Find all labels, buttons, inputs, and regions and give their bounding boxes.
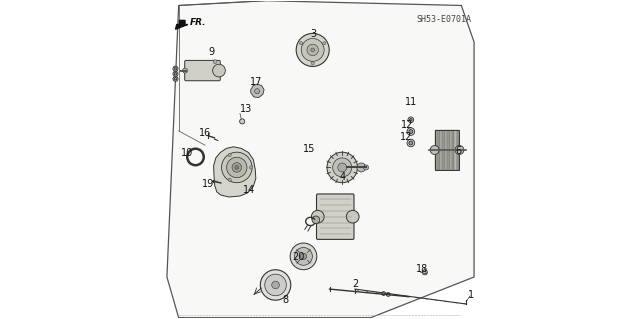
Circle shape [296, 33, 329, 66]
Text: 14: 14 [243, 185, 255, 195]
Circle shape [312, 216, 320, 224]
Circle shape [346, 210, 359, 223]
Text: SH53-E0701A: SH53-E0701A [417, 15, 472, 24]
Circle shape [255, 89, 260, 94]
Bar [435, 130, 437, 170]
Text: 16: 16 [199, 129, 211, 138]
Text: 19: 19 [202, 179, 214, 189]
Circle shape [311, 48, 315, 52]
Circle shape [174, 67, 177, 70]
Circle shape [455, 145, 464, 154]
Circle shape [174, 78, 177, 80]
Text: 11: 11 [405, 97, 417, 107]
Bar [454, 130, 457, 170]
Bar [435, 130, 460, 170]
Bar [452, 130, 454, 170]
Circle shape [272, 281, 279, 289]
FancyBboxPatch shape [317, 194, 354, 239]
Circle shape [221, 152, 252, 183]
Text: 6: 6 [455, 145, 461, 156]
Text: 18: 18 [415, 264, 428, 274]
Bar [440, 130, 442, 170]
Polygon shape [251, 84, 264, 98]
Bar [437, 130, 440, 170]
Circle shape [213, 60, 217, 63]
Text: 8: 8 [282, 295, 288, 305]
Circle shape [333, 158, 352, 177]
Text: 2: 2 [353, 279, 358, 289]
Circle shape [300, 42, 303, 45]
Circle shape [323, 42, 326, 45]
Circle shape [430, 145, 439, 154]
Circle shape [407, 128, 415, 135]
Text: 4: 4 [339, 172, 346, 182]
Circle shape [407, 139, 415, 147]
Circle shape [173, 66, 178, 71]
Bar [457, 130, 460, 170]
Circle shape [410, 119, 412, 121]
Polygon shape [167, 1, 474, 318]
Bar [447, 130, 449, 170]
Circle shape [312, 210, 324, 223]
Circle shape [173, 71, 178, 76]
Text: 12: 12 [399, 132, 412, 142]
Text: 15: 15 [303, 144, 315, 154]
Bar [449, 130, 452, 170]
Circle shape [338, 163, 347, 172]
Circle shape [300, 253, 307, 260]
Polygon shape [214, 147, 256, 197]
Bar [442, 130, 445, 170]
Circle shape [182, 68, 188, 73]
Polygon shape [175, 20, 188, 29]
Circle shape [301, 39, 324, 61]
Text: 17: 17 [250, 77, 262, 87]
Circle shape [235, 166, 239, 169]
Circle shape [228, 153, 231, 157]
Circle shape [422, 270, 428, 275]
Circle shape [290, 243, 317, 270]
Circle shape [265, 274, 286, 296]
Circle shape [250, 166, 253, 169]
Text: 12: 12 [401, 120, 413, 130]
Circle shape [232, 163, 241, 172]
Circle shape [212, 64, 225, 77]
Text: 10: 10 [181, 148, 193, 158]
Text: 9: 9 [208, 47, 214, 56]
Circle shape [227, 157, 247, 178]
Circle shape [239, 119, 244, 124]
FancyBboxPatch shape [185, 60, 220, 81]
Circle shape [387, 293, 390, 296]
Circle shape [381, 292, 385, 295]
Circle shape [327, 152, 358, 183]
Circle shape [307, 44, 319, 56]
Circle shape [364, 165, 369, 170]
Circle shape [174, 72, 177, 75]
Text: 1: 1 [468, 290, 474, 300]
Circle shape [260, 270, 291, 300]
Circle shape [409, 130, 413, 133]
Circle shape [173, 76, 178, 81]
Circle shape [228, 178, 231, 182]
Circle shape [357, 163, 365, 172]
Circle shape [409, 141, 413, 145]
Text: 3: 3 [310, 29, 317, 39]
Circle shape [311, 62, 314, 65]
Text: 13: 13 [240, 104, 252, 114]
Text: 20: 20 [292, 252, 305, 262]
Bar [445, 130, 447, 170]
Circle shape [408, 117, 413, 123]
Text: FR.: FR. [190, 19, 207, 27]
Circle shape [294, 248, 312, 265]
